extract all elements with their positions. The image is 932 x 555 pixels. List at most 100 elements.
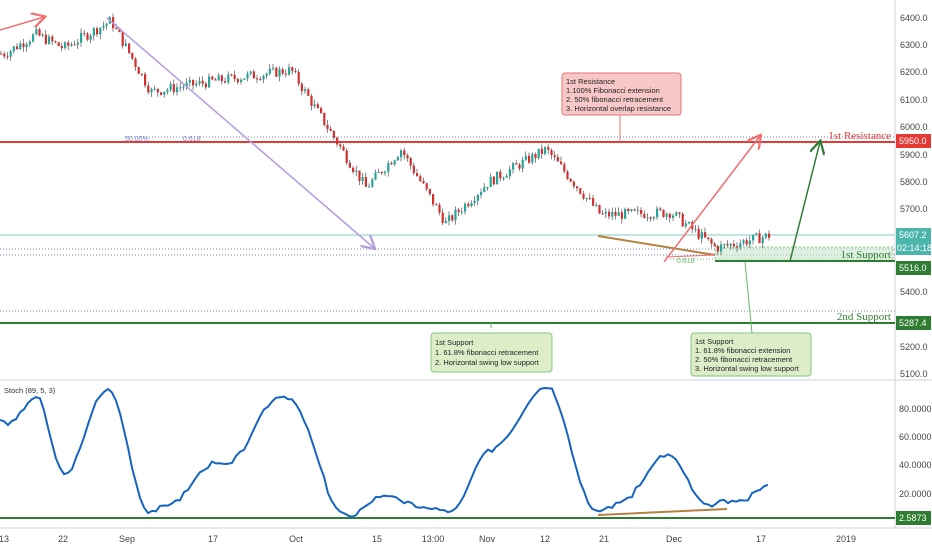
candle-down xyxy=(134,58,137,68)
candle-down xyxy=(451,215,454,221)
support-right-note-pointer xyxy=(744,261,753,334)
note-line: 1. 61.8% fibonacci retracement xyxy=(435,348,539,357)
arrow-green-up xyxy=(789,142,820,262)
candle-up xyxy=(505,176,508,178)
candle-up xyxy=(636,209,639,211)
candle-down xyxy=(707,237,710,240)
candle-up xyxy=(720,244,723,252)
time-label: 17 xyxy=(208,534,218,544)
candle-down xyxy=(576,186,579,189)
current-price-tag xyxy=(896,228,931,255)
candle-down xyxy=(601,213,604,215)
candle-up xyxy=(76,42,79,45)
candle-down xyxy=(745,240,748,245)
note-line: 3. Horizontal swing low support xyxy=(695,364,800,373)
candle-up xyxy=(742,240,745,244)
candle-up xyxy=(227,74,230,83)
candle-down xyxy=(137,67,140,74)
candle-down xyxy=(499,171,502,179)
time-label: 17 xyxy=(756,534,766,544)
candle-down xyxy=(633,209,636,211)
candle-down xyxy=(275,67,278,77)
candle-down xyxy=(54,41,57,43)
candle-up xyxy=(448,215,451,221)
candle-down xyxy=(534,154,537,159)
candle-down xyxy=(96,28,99,35)
support1-label: 1st Support xyxy=(841,249,891,261)
time-axis[interactable]: 13 22 Sep 17 Oct 15 13:00 Nov 12 21 Dec … xyxy=(0,534,856,544)
candle-down xyxy=(214,79,217,81)
price-axis[interactable]: 6400.0 6300.0 6200.0 6100.0 6000.0 5900.… xyxy=(900,13,928,379)
candle-up xyxy=(32,34,35,42)
candle-up xyxy=(102,25,105,28)
candle-down xyxy=(131,52,134,59)
candle-up xyxy=(48,36,51,44)
candle-down xyxy=(406,155,409,159)
stoch-trendline xyxy=(597,508,728,516)
candle-down xyxy=(60,46,63,49)
candle-down xyxy=(348,162,351,168)
candle-up xyxy=(652,217,655,219)
support2-label: 2nd Support xyxy=(837,311,891,323)
support1-price-tag xyxy=(896,261,931,275)
candle-down xyxy=(297,71,300,84)
candle-up xyxy=(521,159,524,169)
candle-down xyxy=(540,148,543,154)
candle-down xyxy=(438,204,441,213)
candle-down xyxy=(588,197,591,199)
candle-down xyxy=(156,88,159,93)
candle-up xyxy=(208,76,211,88)
candle-up xyxy=(675,212,678,216)
candle-up xyxy=(684,223,687,227)
candle-down xyxy=(726,244,729,246)
countdown-text: 02:14:18 xyxy=(897,243,932,253)
stoch-axis[interactable]: 80.0000 60.0000 40.0000 20.0000 xyxy=(899,404,932,499)
candle-down xyxy=(492,176,495,185)
candle-up xyxy=(531,154,534,163)
candle-up xyxy=(512,163,515,170)
candle-down xyxy=(704,232,707,238)
candle-down xyxy=(67,42,70,46)
candle-up xyxy=(672,215,675,218)
candle-up xyxy=(454,209,457,221)
candle-up xyxy=(176,87,179,93)
price-tick: 6300.0 xyxy=(900,40,928,50)
candle-up xyxy=(489,176,492,187)
candle-down xyxy=(668,213,671,218)
candle-down xyxy=(233,74,236,79)
price-tick: 5100.0 xyxy=(900,369,928,379)
support2-price-tag xyxy=(896,316,931,330)
candle-down xyxy=(620,212,623,219)
candle-up xyxy=(89,35,92,40)
candle-up xyxy=(483,187,486,193)
current-price-text: 5607.2 xyxy=(899,230,927,240)
candle-down xyxy=(211,76,214,80)
candle-up xyxy=(304,89,307,92)
candle-up xyxy=(470,203,473,207)
fib-label-upper-left: 50.00% xyxy=(125,136,149,143)
candle-down xyxy=(678,212,681,214)
candle-down xyxy=(713,243,716,247)
candle-up xyxy=(249,71,252,74)
candle-up xyxy=(246,73,249,79)
candle-down xyxy=(518,164,521,169)
arrow-red-up xyxy=(663,136,760,263)
candle-up xyxy=(729,243,732,246)
candle-down xyxy=(380,171,383,174)
candle-up xyxy=(476,195,479,201)
candle-down xyxy=(220,75,223,82)
fib-label-lower: 0.618 xyxy=(677,258,695,265)
candle-down xyxy=(550,149,553,156)
candle-up xyxy=(368,186,371,188)
candle-down xyxy=(697,228,700,239)
support-left-note: 1st Support 1. 61.8% fibonacci retraceme… xyxy=(430,332,553,373)
stoch-series-line xyxy=(0,386,769,518)
candle-down xyxy=(38,29,41,36)
time-label: Oct xyxy=(289,534,304,544)
candle-up xyxy=(64,42,67,49)
candle-up xyxy=(70,44,73,46)
candle-down xyxy=(6,56,9,58)
candle-up xyxy=(19,43,22,50)
candle-down xyxy=(83,33,86,35)
